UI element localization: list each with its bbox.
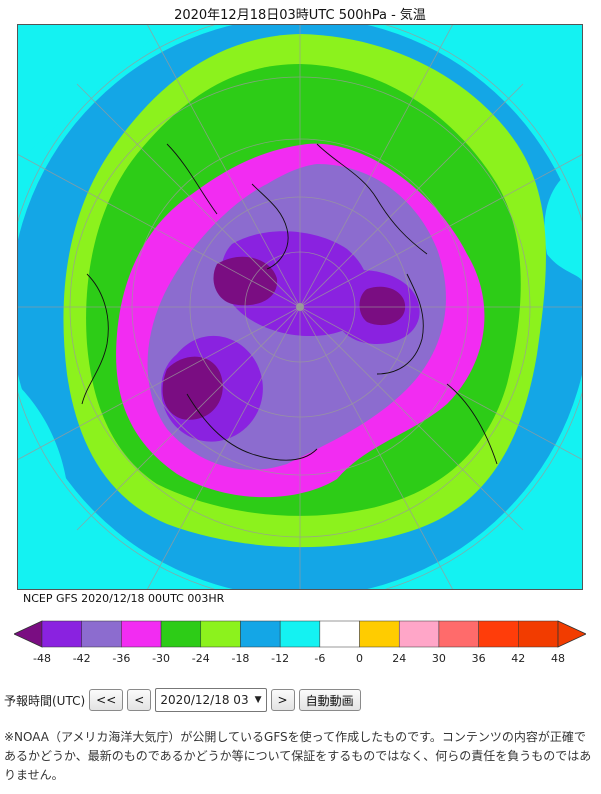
- map-panel: 2020年12月18日03時UTC 500hPa - 気温: [17, 0, 583, 610]
- chevron-down-icon: ▼: [254, 695, 262, 705]
- colorbar-tick: -30: [152, 652, 171, 665]
- colorbar-bin: [359, 620, 400, 648]
- colorbar-tick: 48: [551, 652, 565, 665]
- previous-frame-button[interactable]: <: [127, 689, 152, 711]
- temperature-colorbar: [14, 620, 586, 648]
- colorbar-bin: [319, 620, 360, 648]
- northeast-cyan-patch: [544, 164, 583, 284]
- deep-purple-core-west: [162, 356, 223, 420]
- north-pole-marker: [296, 303, 304, 311]
- auto-animate-button[interactable]: 自動動画: [298, 689, 361, 711]
- colorbar-tick: 36: [471, 652, 486, 665]
- colorbar-bin: [160, 620, 202, 648]
- colorbar-tick: -6: [314, 652, 326, 665]
- colorbar-bin: [240, 620, 281, 648]
- colorbar-tick: 42: [511, 652, 526, 665]
- coastlines: [81, 143, 498, 465]
- colorbar-tick: 30: [431, 652, 446, 665]
- map-credit: NCEP GFS 2020/12/18 00UTC 003HR: [23, 592, 225, 605]
- colorbar-tick-labels: -48 -42 -36 -30 -24 -18 -12 -6 0 24 30 36 42 48: [0, 652, 601, 668]
- colorbar-tick: -24: [191, 652, 210, 665]
- colorbar-tick: -18: [231, 652, 250, 665]
- colorbar-bin: [81, 620, 122, 648]
- colorbar-high-arrow: [557, 620, 586, 648]
- first-frame-button[interactable]: <<: [89, 689, 124, 711]
- colorbar-bin: [438, 620, 479, 648]
- colorbar-bins: [41, 620, 559, 648]
- map-title: 2020年12月18日03時UTC 500hPa - 気温: [174, 8, 426, 23]
- colorbar-bin: [200, 620, 241, 648]
- forecast-time-select[interactable]: 2020/12/18 03 ▼: [155, 688, 267, 712]
- colorbar-bin: [279, 620, 321, 648]
- forecast-time-label: 予報時間(UTC): [4, 693, 86, 708]
- next-frame-button[interactable]: >: [270, 689, 295, 711]
- forecast-controls: 予報時間(UTC) << < 2020/12/18 03 ▼ > 自動動画: [4, 688, 361, 712]
- deep-purple-core-east: [359, 286, 406, 326]
- disclaimer-note: ※NOAA（アメリカ海洋大気庁）が公開しているGFSを使って作成したものです。コ…: [4, 730, 592, 782]
- colorbar-tick: 0: [356, 652, 364, 665]
- colorbar-bin: [398, 620, 440, 648]
- forecast-time-value: 2020/12/18 03: [160, 693, 249, 707]
- colorbar-bin: [478, 620, 519, 648]
- colorbar-tick: -48: [33, 652, 51, 665]
- colorbar-tick: -36: [112, 652, 131, 665]
- colorbar-bin: [41, 620, 82, 648]
- colorbar-bin: [121, 620, 162, 648]
- colorbar-low-arrow: [14, 620, 43, 648]
- colorbar-bin: [518, 620, 559, 648]
- colorbar-tick: -12: [271, 652, 290, 665]
- southwest-cyan-patch: [17, 384, 70, 590]
- colorbar-tick: -42: [72, 652, 91, 665]
- southeast-cyan-patch: [534, 494, 583, 590]
- temperature-map: [17, 24, 583, 590]
- northwest-cyan-patch: [17, 24, 167, 164]
- colorbar-tick: 24: [392, 652, 407, 665]
